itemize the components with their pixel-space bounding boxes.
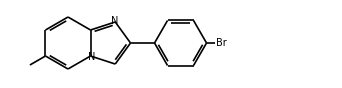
Text: Br: Br [215,38,226,48]
Text: N: N [110,16,118,26]
Text: N: N [88,52,95,62]
